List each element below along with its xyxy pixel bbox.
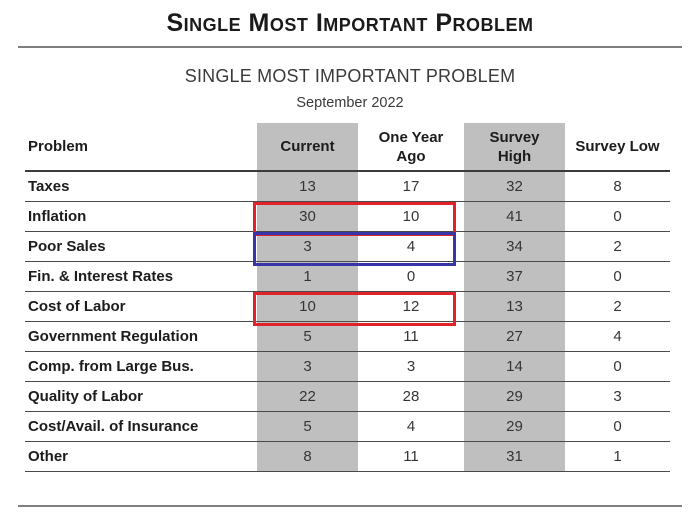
table-title: SINGLE MOST IMPORTANT PROBLEM [184, 66, 516, 86]
table-row-comp-from-large-bus: Comp. from Large Bus. 3 3 14 0 [25, 352, 670, 382]
row-label: Inflation [28, 208, 87, 225]
table-date: September 2022 [296, 95, 404, 111]
cell-current: 30 [257, 202, 358, 231]
row-label: Cost of Labor [28, 298, 126, 315]
cell-current: 8 [257, 442, 358, 471]
cell-survey-low: 2 [613, 238, 622, 255]
row-label: Taxes [28, 178, 70, 195]
cell-one-year-ago: 11 [403, 448, 419, 465]
cell-one-year-ago: 0 [406, 268, 416, 285]
cell-survey-high: 13 [464, 292, 565, 321]
cell-survey-high: 34 [464, 232, 565, 261]
header-cell-problem: Problem [28, 138, 89, 155]
cell-survey-high: 31 [464, 442, 565, 471]
cell-survey-high: 29 [464, 412, 565, 441]
cell-one-year-ago: 3 [406, 358, 416, 375]
table-row-cost-avail-of-insurance: Cost/Avail. of Insurance 5 4 29 0 [25, 412, 670, 442]
row-label: Fin. & Interest Rates [28, 268, 174, 285]
cell-survey-low: 0 [613, 208, 622, 225]
table-header-row: Problem Current One Year Ago Survey High… [25, 123, 670, 172]
cell-current: 13 [257, 172, 358, 201]
cell-survey-low: 0 [613, 358, 622, 375]
table-row-quality-of-labor: Quality of Labor 22 28 29 3 [25, 382, 670, 412]
top-rule [18, 46, 682, 48]
cell-current: 22 [257, 382, 358, 411]
cell-current: 3 [257, 232, 358, 261]
cell-one-year-ago: 12 [402, 298, 420, 315]
cell-survey-high: 37 [464, 262, 565, 291]
problem-table: Problem Current One Year Ago Survey High… [25, 123, 670, 472]
cell-one-year-ago: 28 [402, 388, 420, 405]
table-row-government-regulation: Government Regulation 5 11 27 4 [25, 322, 670, 352]
cell-survey-low: 1 [613, 448, 622, 465]
bottom-rule [18, 505, 682, 507]
row-label: Cost/Avail. of Insurance [28, 418, 199, 435]
cell-one-year-ago: 17 [402, 178, 420, 195]
cell-one-year-ago: 11 [403, 328, 419, 345]
cell-survey-high: 14 [464, 352, 565, 381]
header-cell-survey-low: Survey Low [575, 138, 660, 155]
table-row-inflation: Inflation 30 10 41 0 [25, 202, 670, 232]
table-row-fin-interest-rates: Fin. & Interest Rates 1 0 37 0 [25, 262, 670, 292]
table-row-poor-sales: Poor Sales 3 4 34 2 [25, 232, 670, 262]
table-row-cost-of-labor: Cost of Labor 10 12 13 2 [25, 292, 670, 322]
cell-survey-low: 4 [613, 328, 622, 345]
header-cell-one-year-ago: One Year Ago [358, 123, 464, 170]
row-label: Poor Sales [28, 238, 106, 255]
cell-one-year-ago: 4 [406, 418, 416, 435]
table-row-taxes: Taxes 13 17 32 8 [25, 172, 670, 202]
cell-survey-low: 3 [613, 388, 622, 405]
cell-survey-low: 0 [613, 418, 622, 435]
cell-current: 10 [257, 292, 358, 321]
cell-one-year-ago: 10 [402, 208, 420, 225]
cell-current: 3 [257, 352, 358, 381]
row-label: Comp. from Large Bus. [28, 358, 194, 375]
cell-current: 5 [257, 412, 358, 441]
cell-survey-low: 8 [613, 178, 622, 195]
cell-survey-low: 2 [613, 298, 622, 315]
cell-current: 5 [257, 322, 358, 351]
header-cell-current: Current [257, 123, 358, 170]
cell-survey-high: 29 [464, 382, 565, 411]
row-label: Government Regulation [28, 328, 199, 345]
cell-survey-high: 32 [464, 172, 565, 201]
cell-survey-high: 41 [464, 202, 565, 231]
row-label: Other [28, 448, 69, 465]
page-title: Single Most Important Problem [166, 9, 534, 37]
row-label: Quality of Labor [28, 388, 144, 405]
cell-survey-low: 0 [613, 268, 622, 285]
header-cell-one-year-ago-label: One Year Ago [378, 128, 444, 165]
table-row-other: Other 8 11 31 1 [25, 442, 670, 472]
cell-current: 1 [257, 262, 358, 291]
header-cell-survey-high-label: Survey High [489, 128, 540, 165]
cell-one-year-ago: 4 [406, 238, 416, 255]
cell-survey-high: 27 [464, 322, 565, 351]
header-cell-survey-high: Survey High [464, 123, 565, 170]
